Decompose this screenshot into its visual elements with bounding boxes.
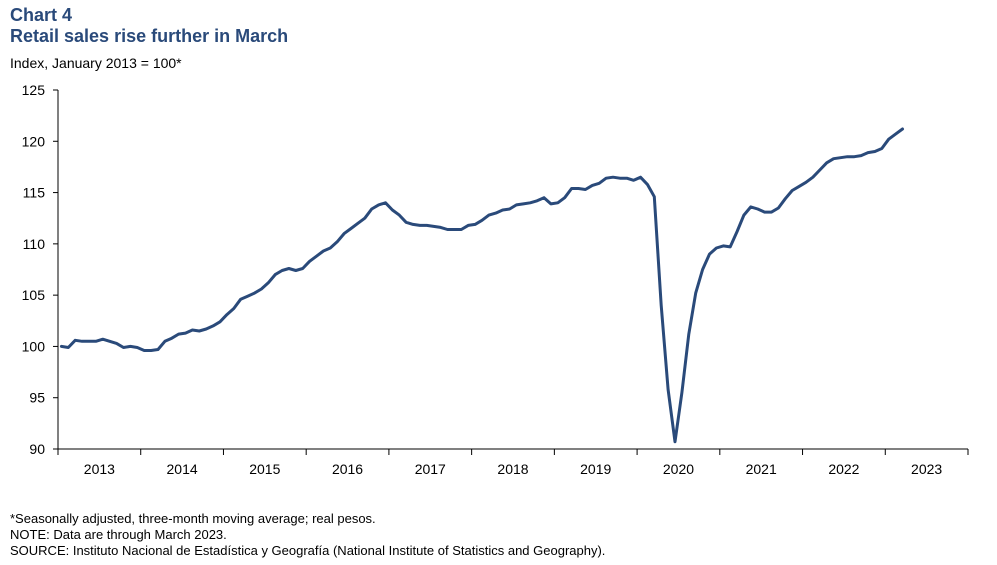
x-tick-label: 2015 — [249, 461, 280, 477]
x-tick-label: 2019 — [580, 461, 611, 477]
x-tick-label: 2020 — [663, 461, 694, 477]
x-tick-label: 2023 — [911, 461, 942, 477]
x-tick-label: 2017 — [415, 461, 446, 477]
chart-notes: *Seasonally adjusted, three-month moving… — [10, 511, 605, 559]
y-tick-label: 95 — [29, 390, 45, 406]
y-tick-label: 120 — [22, 133, 46, 149]
x-tick-label: 2018 — [497, 461, 528, 477]
series-layer — [59, 127, 904, 444]
x-axis: 2013 2014 2015 2016 2017 2018 2019 2020 2021 2022… — [57, 448, 969, 477]
y-tick-label: 100 — [22, 338, 46, 354]
x-tick-label: 2021 — [746, 461, 777, 477]
footnote: *Seasonally adjusted, three-month moving… — [10, 511, 376, 526]
y-tick-label: 110 — [23, 236, 46, 252]
y-axis-unit-label: Index, January 2013 = 100* — [10, 55, 182, 71]
x-tick-label: 2016 — [332, 461, 363, 477]
retail-sales-index-line — [59, 127, 904, 444]
y-axis: 90 95 100 105 110 115 120 125 — [22, 82, 59, 457]
chart-title: Retail sales rise further in March — [10, 26, 289, 46]
x-tick-label: 2022 — [828, 461, 859, 477]
y-tick-label: 105 — [22, 287, 46, 303]
source-note: SOURCE: Instituto Nacional de Estadístic… — [10, 543, 606, 558]
y-tick-label: 115 — [23, 185, 46, 201]
chart-label: Chart 4 — [10, 5, 73, 25]
x-tick-label: 2013 — [84, 461, 115, 477]
x-tick-label: 2014 — [167, 461, 198, 477]
data-note: NOTE: Data are through March 2023. — [10, 527, 227, 542]
y-tick-label: 125 — [22, 82, 46, 98]
y-tick-label: 90 — [29, 441, 45, 457]
